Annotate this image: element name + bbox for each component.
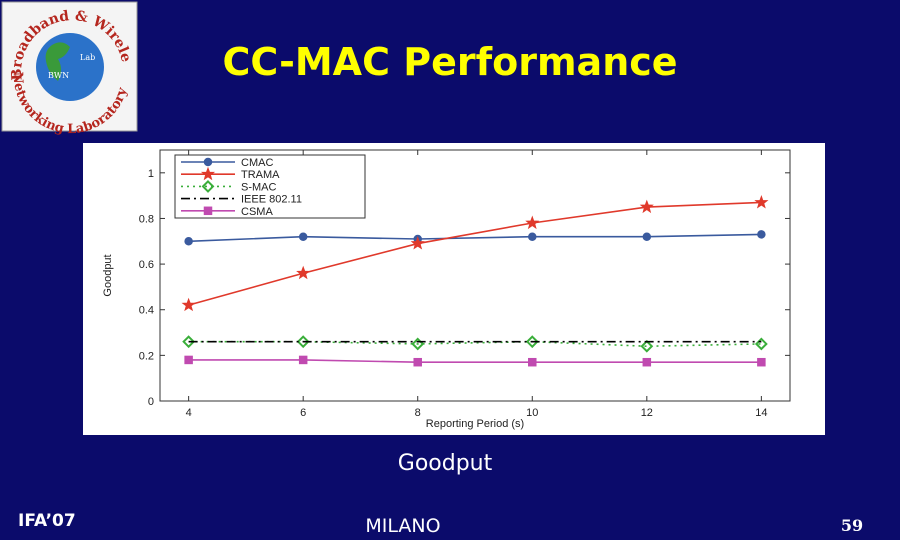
y-tick-label: 0.2 [139,350,154,362]
marker [528,357,537,367]
marker [181,297,196,312]
x-tick-label: 10 [526,407,538,419]
logo-land [45,42,70,81]
y-tick-label: 1 [148,168,154,180]
marker [754,337,768,351]
marker [203,206,213,216]
marker [203,157,213,167]
x-tick-label: 8 [415,407,421,419]
legend-label: CMAC [241,157,273,169]
page-number: 59 [841,516,863,535]
marker [525,215,540,230]
footer-center: MILANO [365,515,440,537]
y-tick-label: 0.4 [139,305,154,317]
marker [642,232,652,241]
marker [642,357,652,367]
marker [757,357,766,367]
x-tick-label: 6 [300,407,306,419]
marker [410,236,425,250]
caption: Goodput [398,451,493,476]
x-tick-label: 14 [755,407,767,419]
logo-inner-right: Lab [80,53,95,62]
marker [296,265,311,280]
series-line [188,233,762,243]
marker [184,355,193,365]
marker [184,237,193,246]
marker [296,335,310,349]
legend-label: CSMA [241,206,273,218]
series-line [188,359,762,364]
marker [413,357,422,367]
footer-left: IFA’07 [18,511,76,531]
y-tick-label: 0.6 [139,259,154,271]
marker [754,195,769,209]
marker [528,232,537,241]
legend-label: IEEE 802.11 [241,194,302,206]
legend-label: S-MAC [241,181,277,193]
marker [200,166,216,181]
y-axis-label: Goodput [102,254,114,296]
series-line [188,201,762,306]
marker [201,179,215,193]
x-axis-label: Reporting Period (s) [426,418,524,430]
logo-inner-left: BWN [48,71,69,80]
marker [182,335,196,349]
marker [640,339,654,353]
marker [757,230,766,239]
x-tick-label: 12 [641,407,653,419]
x-tick-label: 4 [186,407,192,419]
marker [298,355,308,365]
marker [639,199,654,214]
slide-title: CC-MAC Performance [222,40,677,84]
logo-globe [36,33,104,101]
y-tick-label: 0 [148,396,154,408]
y-tick-label: 0.8 [139,213,154,225]
legend-label: TRAMA [241,169,280,181]
marker [525,335,539,349]
marker [298,232,308,241]
